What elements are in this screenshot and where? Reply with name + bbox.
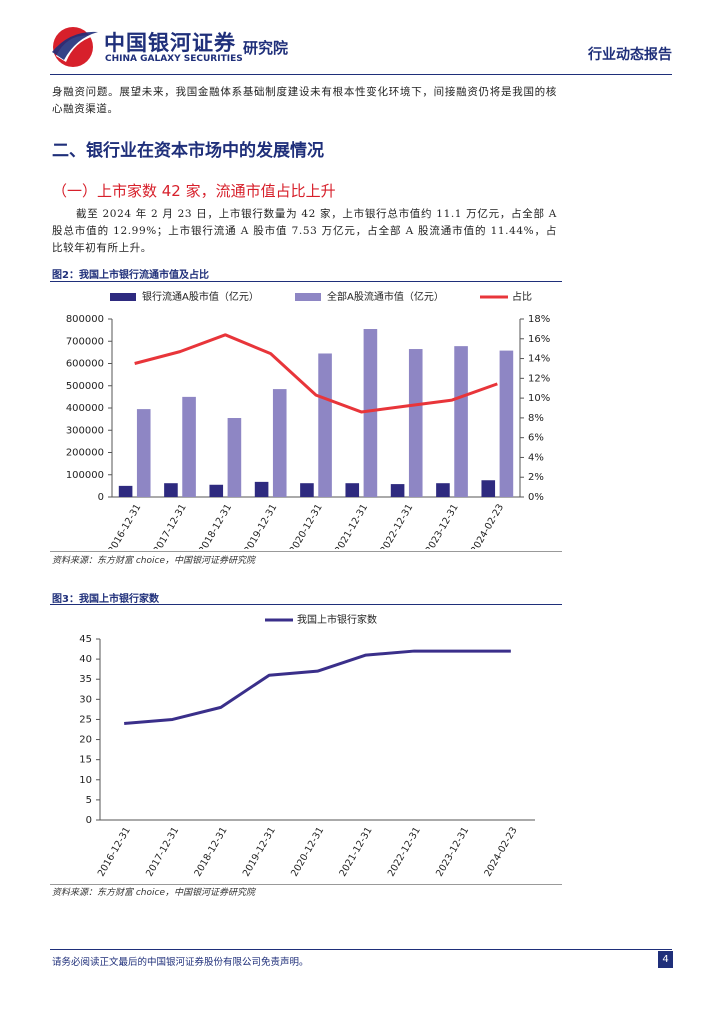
x-tick-label: 2022-12-31 [386, 825, 423, 878]
figure-caption: 图3：我国上市银行家数 [52, 594, 159, 605]
legend-swatch [295, 293, 321, 301]
bar [436, 483, 450, 497]
bar [499, 350, 514, 497]
legend-label: 银行流通A股市值（亿元） [142, 290, 259, 303]
y-tick-label: 0 [98, 492, 104, 503]
x-tick-label: 2020-12-31 [288, 502, 325, 549]
page-number: 4 [658, 951, 673, 968]
y2-tick-label: 14% [528, 354, 550, 365]
bar [408, 349, 423, 497]
y-tick-label: 500000 [66, 381, 104, 392]
footer-rule [50, 949, 672, 950]
report-type: 行业动态报告 [588, 47, 672, 63]
x-tick-label: 2017-12-31 [152, 502, 189, 549]
header-rule [50, 74, 672, 75]
x-tick-label: 2019-12-31 [241, 825, 278, 878]
figure-caption: 图2：我国上市银行流通市值及占比 [52, 270, 209, 281]
x-tick-label: 2018-12-31 [192, 825, 229, 878]
x-tick-label: 2016-12-31 [96, 825, 133, 878]
footer-disclaimer: 请务必阅读正文最后的中国银河证券股份有限公司免责声明。 [52, 957, 309, 968]
line [124, 649, 511, 725]
y2-tick-label: 6% [528, 433, 544, 444]
caption-rule [50, 604, 562, 605]
y2-tick-label: 0% [528, 492, 544, 503]
x-tick-label: 2020-12-31 [289, 825, 326, 878]
logo-mark [52, 27, 98, 67]
x-tick-label: 2023-12-31 [424, 502, 461, 549]
intro-text: 身融资问题。展望未来，我国金融体系基础制度建设未有根本性变化环境下，间接融资仍将… [52, 86, 557, 115]
bar [300, 483, 314, 497]
bar [182, 396, 196, 497]
y-tick-label: 30 [79, 694, 92, 705]
y2-tick-label: 4% [528, 452, 544, 463]
x-tick-label: 2019-12-31 [242, 502, 279, 549]
source-rule [50, 551, 562, 552]
y-tick-label: 0 [86, 815, 92, 826]
bar [345, 483, 360, 497]
figure-source: 资料来源：东方财富 choice，中国银河证券研究院 [52, 556, 256, 566]
logo-institute: 研究院 [243, 39, 289, 57]
y2-tick-label: 16% [528, 334, 550, 345]
y2-tick-label: 12% [528, 373, 550, 384]
bar [209, 484, 224, 497]
bar [254, 481, 269, 497]
x-tick-label: 2017-12-31 [144, 825, 181, 878]
x-tick-label: 2018-12-31 [197, 502, 234, 549]
y-tick-label: 600000 [66, 359, 104, 370]
y-tick-label: 25 [79, 714, 92, 725]
source-rule [50, 884, 562, 885]
caption-rule [50, 281, 562, 282]
bar [481, 480, 496, 497]
y-tick-label: 5 [86, 795, 92, 806]
y-tick-label: 45 [79, 634, 92, 645]
logo-swoosh [52, 31, 98, 60]
chart: 0 100000 200000 300000 400000 500000 600000 700… [66, 290, 550, 549]
y-tick-label: 40 [79, 654, 92, 665]
y-tick-label: 300000 [66, 425, 104, 436]
x-tick-label: 2021-12-31 [337, 825, 374, 878]
line [134, 333, 498, 414]
bar [390, 484, 405, 497]
y-tick-label: 800000 [66, 314, 104, 325]
y-tick-label: 15 [79, 755, 92, 766]
subsection-heading: （一）上市家数 42 家，流通市值占比上升 [52, 182, 336, 200]
x-tick-label: 2016-12-31 [106, 502, 143, 549]
bar [363, 329, 378, 497]
y-tick-label: 100000 [66, 470, 104, 481]
y2-tick-label: 2% [528, 472, 544, 483]
paragraph: 截至 2024 年 2 月 23 日，上市银行数量为 42 家，上市银行总市值约… [52, 208, 557, 254]
bar [118, 485, 133, 497]
y-tick-label: 20 [79, 735, 92, 746]
legend-label: 全部A股流通市值（亿元） [327, 290, 444, 303]
bar [454, 346, 468, 497]
section-heading: 二、银行业在资本市场中的发展情况 [52, 141, 324, 161]
x-tick-label: 2021-12-31 [333, 502, 370, 549]
y-tick-label: 10 [79, 775, 92, 786]
y-tick-label: 200000 [66, 448, 104, 459]
logo-en: CHINA GALAXY SECURITIES [105, 54, 243, 64]
x-tick-label: 2024-02-23 [482, 825, 519, 878]
legend-label: 占比 [512, 290, 532, 303]
figure-source: 资料来源：东方财富 choice，中国银河证券研究院 [52, 888, 256, 898]
bar [136, 409, 151, 497]
logo-cn: 中国银河证券 [104, 31, 236, 55]
legend-label: 我国上市银行家数 [297, 613, 377, 626]
chart: 0 5 10 15 20 25 30 35 40 45 2016-12-31 2017-12-31 20… [79, 613, 535, 879]
y2-tick-label: 10% [528, 393, 550, 404]
bar [227, 418, 242, 497]
y-tick-label: 35 [79, 674, 92, 685]
y-tick-label: 400000 [66, 403, 104, 414]
y2-tick-label: 18% [528, 314, 550, 325]
y-tick-label: 700000 [66, 336, 104, 347]
x-tick-label: 2023-12-31 [434, 825, 471, 878]
y2-tick-label: 8% [528, 413, 544, 424]
x-tick-label: 2024-02-23 [469, 502, 506, 549]
bar [318, 353, 332, 497]
legend-swatch [110, 293, 136, 301]
x-tick-label: 2022-12-31 [378, 502, 415, 549]
bar [272, 389, 287, 497]
bar [164, 483, 178, 497]
